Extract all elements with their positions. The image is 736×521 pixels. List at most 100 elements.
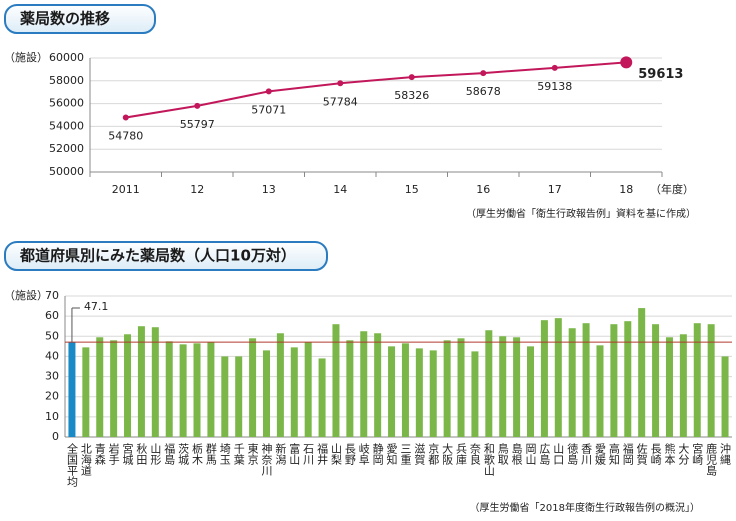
bar bbox=[415, 348, 423, 437]
bar bbox=[652, 324, 660, 437]
x-tick-label: 岡山 bbox=[524, 443, 537, 465]
bar bbox=[624, 321, 632, 437]
y-tick-label: 54000 bbox=[49, 119, 84, 132]
x-tick-label: 17 bbox=[548, 183, 562, 196]
x-tick-label: 14 bbox=[333, 183, 347, 196]
bar bbox=[443, 340, 451, 437]
x-tick-label: 18 bbox=[619, 183, 633, 196]
y-tick-label: 0 bbox=[52, 430, 59, 443]
bar bbox=[124, 334, 132, 437]
bar bbox=[179, 344, 187, 437]
bar bbox=[388, 346, 396, 437]
y-tick-label: 10 bbox=[45, 410, 59, 423]
x-tick-label: 滋賀 bbox=[413, 443, 426, 466]
x-tick-label: 京都 bbox=[427, 442, 440, 465]
x-tick-label: 山形 bbox=[149, 443, 162, 466]
x-tick-label: 岩手 bbox=[107, 442, 120, 466]
bar bbox=[332, 324, 340, 437]
bar bbox=[304, 342, 312, 437]
x-tick-label: 静岡 bbox=[371, 442, 384, 466]
y-tick-label: 52000 bbox=[49, 142, 84, 155]
x-tick-label: 群馬 bbox=[204, 442, 217, 466]
x-tick-label: 長野 bbox=[343, 443, 356, 465]
bar bbox=[401, 343, 409, 437]
header-box bbox=[4, 4, 156, 34]
bar bbox=[527, 346, 535, 437]
y-tick-label: 58000 bbox=[49, 74, 84, 87]
x-tick-label: 13 bbox=[262, 183, 276, 196]
bar bbox=[540, 320, 548, 437]
x-tick-label: 福岡 bbox=[621, 442, 634, 466]
bar bbox=[151, 327, 159, 437]
bar bbox=[110, 340, 118, 437]
x-tick-label: 高知 bbox=[607, 442, 620, 466]
y-tick-label: 50 bbox=[45, 329, 59, 342]
point bbox=[620, 56, 633, 69]
x-tick-label: 栃木 bbox=[191, 442, 204, 466]
bar bbox=[665, 337, 673, 437]
header-title: 都道府県別にみた薬局数（人口10万対） bbox=[19, 247, 296, 265]
bar bbox=[360, 331, 368, 437]
x-tick-label: 岐阜 bbox=[357, 443, 370, 466]
bar bbox=[290, 347, 298, 437]
bar bbox=[262, 350, 270, 437]
bar bbox=[318, 358, 326, 437]
y-tick-label: 70 bbox=[45, 289, 59, 302]
bar bbox=[165, 341, 173, 437]
x-tick-label: 福井 bbox=[316, 442, 329, 466]
y-tick-label: 60 bbox=[45, 309, 59, 322]
bar bbox=[207, 342, 215, 437]
x-tick-label: 石川 bbox=[302, 443, 315, 465]
x-tick-label: 12 bbox=[190, 183, 204, 196]
bar bbox=[582, 323, 590, 437]
bar bbox=[596, 345, 604, 437]
bar bbox=[610, 324, 618, 437]
header-title: 薬局数の推移 bbox=[19, 10, 110, 28]
y-axis-unit: （施設） bbox=[4, 50, 48, 64]
bar bbox=[693, 323, 701, 437]
y-tick-label: 60000 bbox=[49, 51, 84, 64]
x-tick-label: 兵庫 bbox=[455, 443, 468, 466]
point bbox=[265, 88, 272, 95]
header-box bbox=[4, 241, 328, 271]
bar bbox=[137, 326, 145, 437]
y-tick-label: 56000 bbox=[49, 97, 84, 110]
bar bbox=[276, 333, 284, 437]
x-tick-label: 青森 bbox=[93, 443, 106, 466]
x-tick-label: 愛知 bbox=[385, 443, 398, 466]
bar bbox=[96, 337, 104, 437]
x-tick-label: 秋田 bbox=[135, 442, 148, 465]
bar bbox=[221, 356, 229, 437]
reference-label: 47.1 bbox=[84, 300, 109, 313]
x-tick-label: 広島 bbox=[538, 443, 551, 466]
y-tick-label: 40 bbox=[45, 349, 59, 362]
x-tick-label: 神奈川 bbox=[260, 442, 273, 476]
x-tick-label: 大分 bbox=[677, 442, 690, 465]
x-tick-label: 佐賀 bbox=[635, 442, 648, 466]
x-tick-label: 16 bbox=[476, 183, 490, 196]
y-tick-label: 20 bbox=[45, 390, 59, 403]
data-label: 59613 bbox=[638, 67, 683, 82]
x-tick-label: 大阪 bbox=[441, 442, 454, 466]
bar bbox=[679, 334, 687, 437]
x-tick-label: 新潟 bbox=[274, 442, 287, 466]
bar bbox=[82, 347, 90, 437]
x-tick-label: 宮城 bbox=[121, 442, 134, 465]
bar bbox=[68, 342, 76, 437]
data-label: 55797 bbox=[180, 118, 215, 131]
x-tick-label: 茨城 bbox=[177, 442, 190, 465]
point bbox=[408, 74, 415, 81]
bar bbox=[721, 356, 729, 437]
bar bbox=[374, 333, 382, 437]
data-label: 58326 bbox=[394, 89, 429, 102]
source-note: （厚生労働省「2018年度衛生行政報告例の概況」） bbox=[470, 501, 700, 514]
data-label: 57071 bbox=[251, 103, 286, 116]
x-tick-label: 宮崎 bbox=[691, 442, 704, 465]
x-tick-label: 和歌山 bbox=[482, 443, 495, 476]
x-tick-label: 北海道 bbox=[79, 443, 92, 476]
x-tick-label: 沖縄 bbox=[719, 443, 732, 465]
x-tick-label: 長崎 bbox=[649, 443, 662, 465]
point bbox=[480, 70, 487, 77]
x-tick-label: 千葉 bbox=[232, 443, 245, 465]
